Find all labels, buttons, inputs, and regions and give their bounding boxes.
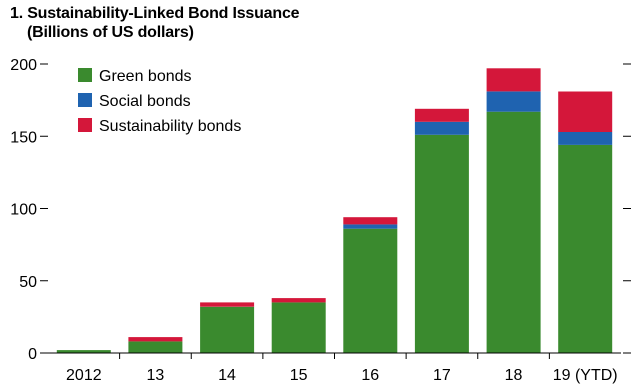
bar-sustainability-bonds-7 (558, 91, 613, 132)
x-tick-label: 15 (290, 367, 308, 384)
chart-subtitle: (Billions of US dollars) (27, 24, 194, 41)
x-tick-label: 14 (218, 367, 236, 384)
bar-green-bonds-2 (200, 306, 255, 353)
bar-green-bonds-3 (271, 302, 326, 353)
y-tick-label: 100 (10, 202, 37, 219)
legend-label-sustainability-bonds: Sustainability bonds (99, 118, 241, 135)
legend-swatch-green-bonds (78, 68, 92, 82)
bar-sustainability-bonds-6 (486, 68, 541, 92)
x-tick-label: 13 (147, 367, 165, 384)
bar-green-bonds-0 (56, 350, 111, 353)
bar-social-bonds-7 (558, 131, 613, 145)
bar-social-bonds-6 (486, 91, 541, 112)
y-tick-label: 0 (28, 346, 37, 363)
bar-social-bonds-4 (343, 224, 398, 229)
chart-title-block: 1. Sustainability-Linked Bond Issuance (… (10, 4, 300, 42)
bar-green-bonds-1 (128, 341, 183, 353)
chart-title: 1. Sustainability-Linked Bond Issuance (10, 5, 300, 22)
y-tick-label: 200 (10, 57, 37, 74)
bar-sustainability-bonds-2 (200, 302, 255, 307)
axes-group: 2012 13 14 15 16 17 18 19 (YTD) 0 50 100 150 200 (10, 57, 631, 384)
bar-green-bonds-6 (486, 111, 541, 353)
legend-label-social-bonds: Social bonds (99, 93, 191, 110)
bar-green-bonds-7 (558, 144, 613, 353)
bar-sustainability-bonds-5 (414, 108, 469, 122)
bars-group (56, 68, 613, 353)
bar-social-bonds-5 (414, 121, 469, 135)
bar-green-bonds-5 (414, 134, 469, 353)
x-tick-label: 16 (361, 367, 379, 384)
y-tick-label: 50 (19, 274, 37, 291)
bar-green-bonds-4 (343, 228, 398, 353)
legend-swatch-social-bonds (78, 93, 92, 107)
x-tick-label: 2012 (66, 367, 102, 384)
x-tick-label: 19 (YTD) (553, 367, 618, 384)
bar-sustainability-bonds-4 (343, 217, 398, 225)
x-tick-label: 18 (505, 367, 523, 384)
legend-label-green-bonds: Green bonds (99, 68, 192, 85)
legend-swatch-sustainability-bonds (78, 118, 92, 132)
bar-sustainability-bonds-3 (271, 298, 326, 303)
bar-sustainability-bonds-1 (128, 337, 183, 342)
x-tick-label: 17 (433, 367, 451, 384)
y-tick-label: 150 (10, 129, 37, 146)
legend: Green bonds Social bonds Sustainability bo… (78, 68, 241, 135)
